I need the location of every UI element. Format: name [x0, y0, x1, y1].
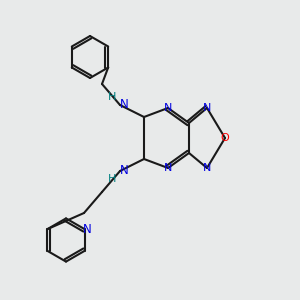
Text: N: N: [203, 163, 211, 173]
Text: H: H: [108, 173, 116, 184]
Text: O: O: [220, 133, 230, 143]
Text: N: N: [120, 98, 129, 112]
Text: N: N: [203, 103, 211, 113]
Text: H: H: [108, 92, 116, 103]
Text: N: N: [164, 103, 172, 113]
Text: N: N: [120, 164, 129, 178]
Text: N: N: [164, 163, 172, 173]
Text: N: N: [83, 223, 92, 236]
